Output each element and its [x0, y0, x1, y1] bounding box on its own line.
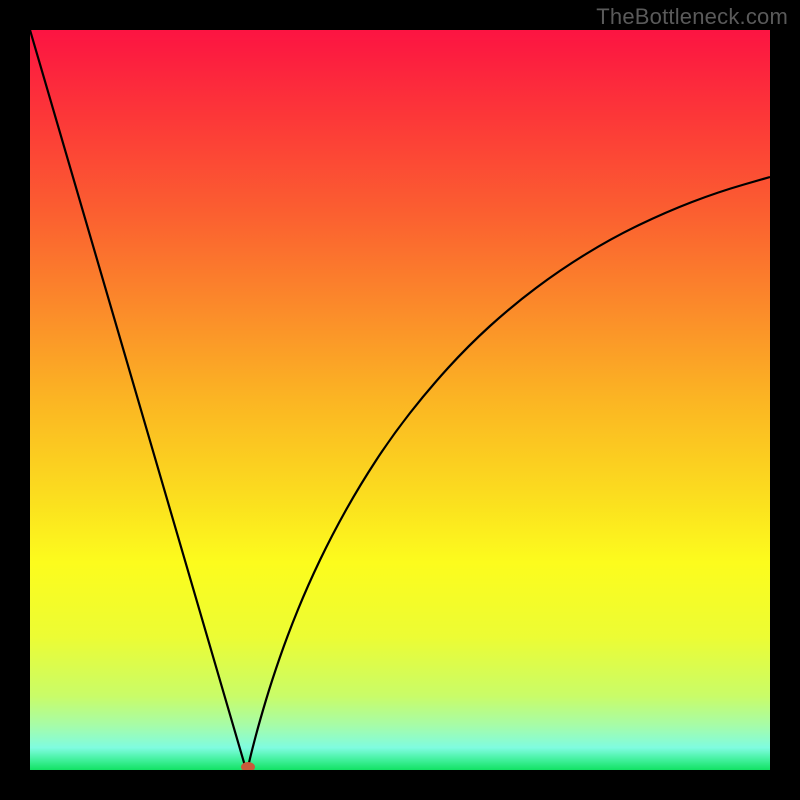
curve-layer	[30, 30, 770, 770]
plot-area	[30, 30, 770, 770]
watermark-text: TheBottleneck.com	[596, 4, 788, 30]
chart-frame: TheBottleneck.com	[0, 0, 800, 800]
bottleneck-curve	[30, 30, 770, 767]
